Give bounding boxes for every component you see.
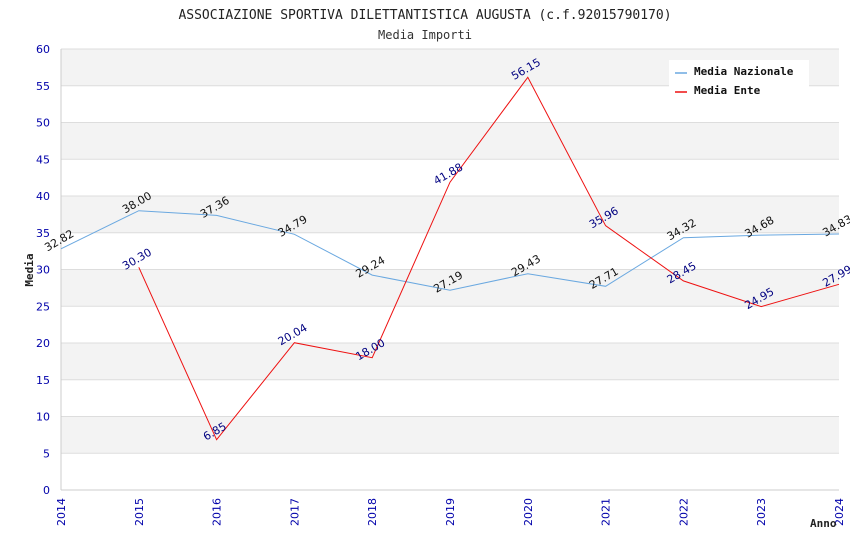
grid-band [61,122,839,160]
x-tick-label: 2023 [755,498,768,526]
y-tick-label: 20 [36,337,50,350]
x-tick-label: 2019 [444,498,457,526]
x-tick-label: 2015 [133,498,146,526]
axes [60,49,839,491]
x-tick-label: 2016 [211,498,224,526]
y-tick-label: 35 [36,227,50,240]
x-tick-label: 2024 [833,498,846,526]
y-tick-label: 25 [36,300,50,313]
y-tick-label: 30 [36,264,50,277]
x-tick-label: 2020 [522,498,535,526]
data-label-media-ente: 41.88 [431,161,465,188]
grid-band [61,269,839,307]
grid-bands [61,49,839,454]
grid-band [61,416,839,454]
chart-title: ASSOCIAZIONE SPORTIVA DILETTANTISTICA AU… [178,8,671,23]
x-tick-label: 2022 [677,498,690,526]
chart-subtitle: Media Importi [378,28,472,42]
y-tick-label: 50 [36,117,50,130]
legend-label-media-ente: Media Ente [694,84,761,97]
x-tick-label: 2018 [366,498,379,526]
y-tick-label: 60 [36,43,50,56]
grid-band [61,196,839,233]
y-tick-label: 45 [36,153,50,166]
y-tick-label: 0 [43,484,50,497]
y-tick-label: 15 [36,374,50,387]
data-label-media-ente: 30.30 [120,246,154,273]
legend-label-media-nazionale: Media Nazionale [694,65,794,78]
legend: Media Nazionale Media Ente [669,60,809,108]
y-axis-label: Media [23,253,36,286]
grid-lines [61,48,839,491]
x-tick-label: 2021 [600,498,613,526]
series-lines [60,76,840,441]
y-tick-label: 5 [43,447,50,460]
y-tick-labels: 0 5 10 15 20 25 30 35 40 45 50 55 60 [36,43,50,497]
y-tick-label: 40 [36,190,50,203]
y-tick-label: 10 [36,411,50,424]
x-tick-label: 2017 [288,498,301,526]
grid-band [61,343,839,380]
x-axis-label: Anno [810,517,837,530]
series-line-media-nazionale [60,210,840,291]
x-tick-label: 2014 [55,498,68,526]
x-tick-labels: 2014 2015 2016 2017 2018 2019 2020 2021 2022 2023… [55,498,846,526]
series-line-media-ente [138,76,840,441]
legend-box [669,60,809,108]
y-tick-label: 55 [36,80,50,93]
